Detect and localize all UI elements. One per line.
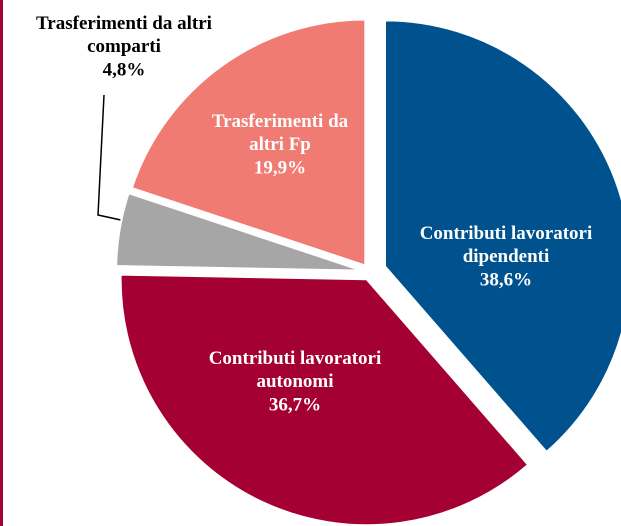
pie-slice bbox=[383, 19, 621, 454]
slice-label: Contributi lavoratori autonomi bbox=[209, 348, 382, 392]
value-label: 4,8% bbox=[103, 59, 146, 80]
slice-label: Contributi lavoratori dipendenti bbox=[420, 223, 593, 267]
left-border bbox=[0, 0, 3, 526]
value-label: 38,6% bbox=[480, 269, 532, 290]
value-label: 19,9% bbox=[254, 157, 306, 178]
leader-line bbox=[97, 94, 131, 223]
value-label: 36,7% bbox=[269, 394, 321, 415]
slice-label: Trasferimenti da altri comparti bbox=[36, 13, 212, 57]
pie-slice bbox=[130, 18, 367, 267]
pie-slice bbox=[119, 273, 530, 526]
slice-label: Trasferimenti da altri Fp bbox=[212, 111, 349, 155]
pie-slice bbox=[115, 191, 363, 272]
